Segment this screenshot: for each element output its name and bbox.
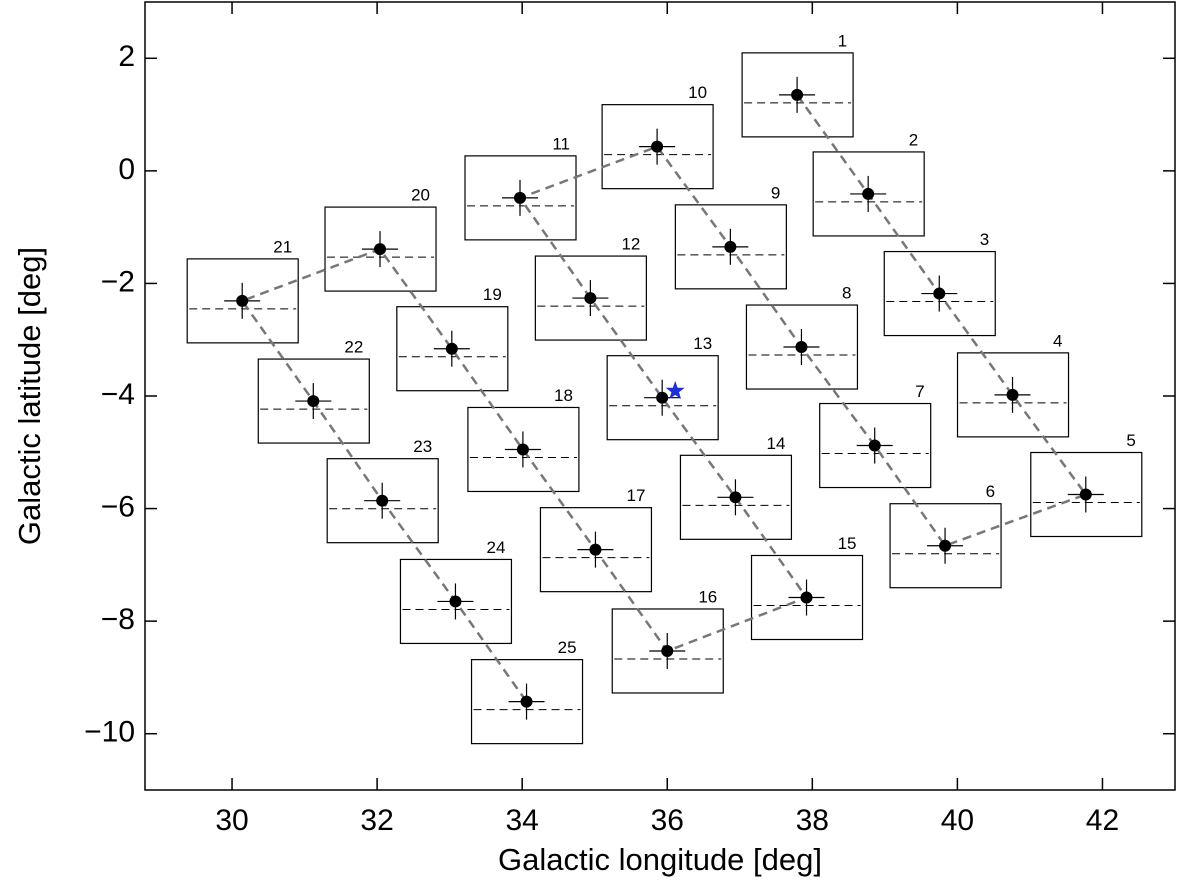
point [656,391,669,404]
point [1006,388,1019,401]
point [589,543,602,556]
point-label: 3 [980,230,989,249]
x-tick-label: 42 [1086,804,1119,837]
point [374,243,387,256]
x-axis-title: Galactic longitude [deg] [498,842,822,877]
point [729,491,742,504]
point [661,644,674,657]
x-tick-label: 36 [651,804,684,837]
point-label: 17 [627,486,646,505]
point [795,341,808,354]
y-tick-label: 2 [118,40,135,73]
point [307,395,320,408]
point-label: 15 [838,534,857,553]
point [520,695,533,708]
point-label: 5 [1126,431,1135,450]
point [651,140,664,153]
x-tick-label: 34 [505,804,538,837]
y-tick-label: 0 [118,153,135,186]
point [939,539,952,552]
point-label: 6 [986,482,995,501]
point [584,292,597,305]
point-label: 2 [909,130,918,149]
point-label: 1 [838,31,847,50]
y-tick-label: −2 [101,265,135,298]
x-tick-label: 38 [796,804,829,837]
point-label: 21 [273,237,292,256]
point-label: 18 [554,386,573,405]
point-label: 8 [842,284,851,303]
y-tick-label: −10 [84,716,135,749]
point-label: 9 [771,183,780,202]
point-label: 14 [767,434,786,453]
point-label: 19 [483,285,502,304]
point [449,595,462,608]
point [514,191,527,204]
point-label: 7 [915,382,924,401]
point-label: 20 [411,186,430,205]
inset-box [396,306,509,392]
point-label: 11 [552,134,570,153]
y-tick-label: −8 [101,603,135,636]
x-tick-label: 30 [215,804,248,837]
point [800,591,813,604]
point-label: 12 [621,235,640,254]
point [516,443,529,456]
inset-box [745,304,859,390]
star-marker [665,380,685,399]
x-tick-label: 40 [941,804,974,837]
x-tick-label: 32 [360,804,393,837]
point [868,439,881,452]
point [1079,488,1092,501]
point [236,294,249,307]
point [791,88,804,101]
point-label: 22 [344,338,363,357]
y-tick-label: −4 [101,378,135,411]
point-label: 25 [558,638,577,657]
point [933,287,946,300]
y-tick-label: −6 [101,490,135,523]
y-axis-title: Galactic latitude [deg] [12,247,47,545]
point-label: 13 [693,334,712,353]
point [862,187,875,200]
inset-box [257,358,370,444]
point-label: 10 [688,83,707,102]
point-label: 24 [487,538,506,557]
point [445,342,458,355]
point [724,240,737,253]
point-label: 16 [698,587,717,606]
point-label: 23 [413,437,432,456]
point-label: 4 [1053,331,1062,350]
point [376,494,389,507]
